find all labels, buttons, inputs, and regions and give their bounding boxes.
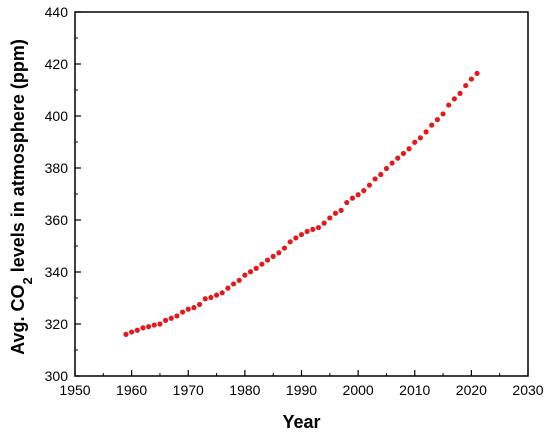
data-point <box>423 129 429 135</box>
data-point <box>327 215 333 221</box>
data-point <box>276 250 282 256</box>
data-point <box>344 199 350 206</box>
data-point <box>378 171 384 178</box>
y-axis-title-suffix: levels in atmosphere (ppm) <box>8 39 28 277</box>
data-point <box>281 245 288 251</box>
data-point <box>406 146 412 152</box>
y-axis-title-subscript: 2 <box>20 277 35 284</box>
data-point <box>236 277 242 283</box>
data-point <box>179 309 186 315</box>
data-point <box>123 331 129 337</box>
data-point <box>440 111 446 117</box>
data-point <box>400 150 407 157</box>
x-tick-label: 1980 <box>229 382 260 398</box>
data-points <box>123 70 480 337</box>
data-point <box>463 82 469 89</box>
data-point <box>412 139 418 145</box>
data-point <box>474 70 480 76</box>
data-point <box>293 235 299 241</box>
y-axis-title-prefix: Avg. CO <box>8 284 28 354</box>
x-tick-label: 2020 <box>456 382 487 398</box>
data-point <box>457 90 463 96</box>
data-point <box>196 301 203 308</box>
data-point <box>157 321 163 327</box>
data-point <box>140 325 146 331</box>
data-point <box>168 315 174 321</box>
data-point <box>163 317 169 323</box>
data-point <box>315 224 322 231</box>
data-point <box>383 165 390 172</box>
data-point <box>191 305 197 311</box>
data-point <box>446 102 452 108</box>
data-point <box>355 192 361 198</box>
data-point <box>372 176 378 182</box>
y-tick-label: 400 <box>45 108 69 124</box>
y-tick-label: 380 <box>45 160 69 176</box>
data-point <box>287 239 293 245</box>
data-point <box>174 313 180 319</box>
x-tick-label: 2030 <box>512 382 543 398</box>
data-point <box>213 292 220 298</box>
plot-frame <box>74 11 529 377</box>
data-point <box>338 207 344 213</box>
data-point <box>310 226 316 232</box>
data-point <box>208 294 214 301</box>
data-point <box>146 324 152 330</box>
data-point <box>468 76 474 82</box>
data-point <box>321 220 327 226</box>
data-point <box>247 269 254 275</box>
data-point <box>361 188 367 194</box>
data-point <box>242 272 248 278</box>
data-point <box>185 306 191 312</box>
x-tick-label: 1950 <box>59 382 90 398</box>
y-tick-label: 420 <box>45 56 69 72</box>
data-point <box>264 257 271 263</box>
x-axis-title: Year <box>282 412 320 432</box>
data-point <box>429 122 435 128</box>
data-point <box>259 261 265 267</box>
data-point <box>129 329 135 335</box>
data-point <box>304 228 310 235</box>
x-tick-label: 1970 <box>173 382 204 398</box>
y-tick-label: 360 <box>45 212 69 228</box>
data-point <box>151 322 157 328</box>
data-point <box>134 327 140 333</box>
data-point <box>298 231 305 238</box>
data-point <box>270 253 276 259</box>
data-point <box>417 135 424 141</box>
data-point <box>230 281 237 287</box>
x-tick-label: 2000 <box>343 382 374 398</box>
y-tick-label: 300 <box>45 368 69 384</box>
y-tick-label: 320 <box>45 316 69 332</box>
data-point <box>225 285 231 291</box>
y-tick-label: 440 <box>45 4 69 20</box>
data-point <box>253 265 259 271</box>
x-axis-ticks: 1950 1960 1970 1980 1990 2000 2010 2020 2030 <box>59 370 544 398</box>
x-tick-label: 1990 <box>286 382 317 398</box>
data-point <box>451 96 457 102</box>
data-point <box>219 290 225 296</box>
data-point <box>332 210 339 216</box>
y-axis-ticks: 300 320 340 360 380 400 420 440 <box>45 4 81 384</box>
y-tick-label: 340 <box>45 264 69 280</box>
x-tick-label: 1960 <box>116 382 147 398</box>
data-point <box>389 160 395 166</box>
y-axis-title: Avg. CO2 levels in atmosphere (ppm) <box>8 39 35 355</box>
x-tick-label: 2010 <box>399 382 430 398</box>
data-point <box>395 155 401 161</box>
data-point <box>434 117 440 123</box>
data-point <box>202 296 208 302</box>
data-point <box>366 182 373 188</box>
data-point <box>349 195 356 201</box>
